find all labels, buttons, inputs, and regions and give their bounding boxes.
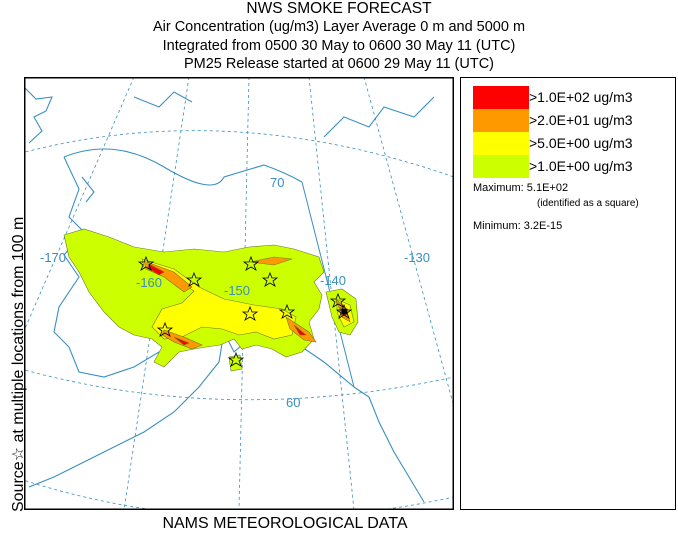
legend-label: >2.0E+01 ug/m3 (529, 112, 633, 128)
border-line (301, 181, 355, 388)
source-star (156, 321, 174, 337)
legend-swatch (473, 155, 529, 178)
lon-label-170: -170 (40, 250, 66, 265)
plume-level-4 (147, 263, 347, 346)
lon-label-160: -160 (136, 275, 162, 290)
forecast-title: NWS SMOKE FORECAST (246, 0, 432, 17)
source-star (241, 305, 259, 321)
source-star (261, 271, 279, 287)
parallel-70 (24, 130, 454, 178)
parallel-50 (24, 479, 454, 510)
source-star (242, 255, 260, 271)
lat-label-60: 60 (286, 395, 300, 410)
lon-label-130: -130 (404, 250, 430, 265)
legend-label: >1.0E+00 ug/m3 (529, 158, 633, 174)
source-star (185, 271, 203, 287)
maximum-value: Maximum: 5.1E+02 (473, 182, 569, 194)
source-star (335, 303, 353, 319)
lon-label-140: -140 (320, 273, 346, 288)
meridian-130 (363, 77, 454, 408)
source-markers (137, 255, 353, 367)
legend-item-4: >1.0E+00 ug/m3 (473, 155, 669, 178)
source-star (227, 351, 245, 367)
data-source-footer: NAMS METEOROLOGICAL DATA (162, 515, 408, 532)
concentration-subtitle: Air Concentration (ug/m3) Layer Average … (152, 19, 526, 35)
legend-label: >5.0E+00 ug/m3 (529, 135, 633, 151)
smoke-map: -170 -160 -150 -140 -130 70 60 (24, 77, 454, 510)
release-start: PM25 Release started at 0600 29 May 11 (… (183, 56, 494, 72)
source-star (137, 255, 155, 271)
parallel-60 (24, 369, 454, 401)
source-star (329, 292, 347, 308)
smoke-plume (63, 228, 359, 372)
minimum-value: Minimum: 3.2E-15 (473, 220, 563, 232)
plume-level-3 (143, 256, 351, 350)
maximum-note: (identified as a square) (537, 198, 639, 209)
maximum-square (341, 308, 348, 315)
legend-swatch (473, 86, 529, 109)
lat-label-70: 70 (270, 175, 284, 190)
source-star (278, 303, 296, 319)
legend-item-3: >5.0E+00 ug/m3 (473, 132, 669, 155)
legend-swatch (473, 132, 529, 155)
legend-swatch (473, 109, 529, 132)
integration-period: Integrated from 0500 30 May to 0600 30 M… (162, 38, 516, 54)
legend-label: >1.0E+02 ug/m3 (529, 89, 633, 105)
legend-item-2: >2.0E+01 ug/m3 (473, 109, 669, 132)
lon-label-150: -150 (224, 283, 250, 298)
legend-panel: >1.0E+02 ug/m3 >2.0E+01 ug/m3 >5.0E+00 u… (460, 77, 676, 510)
legend-item-1: >1.0E+02 ug/m3 (473, 86, 669, 109)
meridian-170 (24, 77, 135, 332)
